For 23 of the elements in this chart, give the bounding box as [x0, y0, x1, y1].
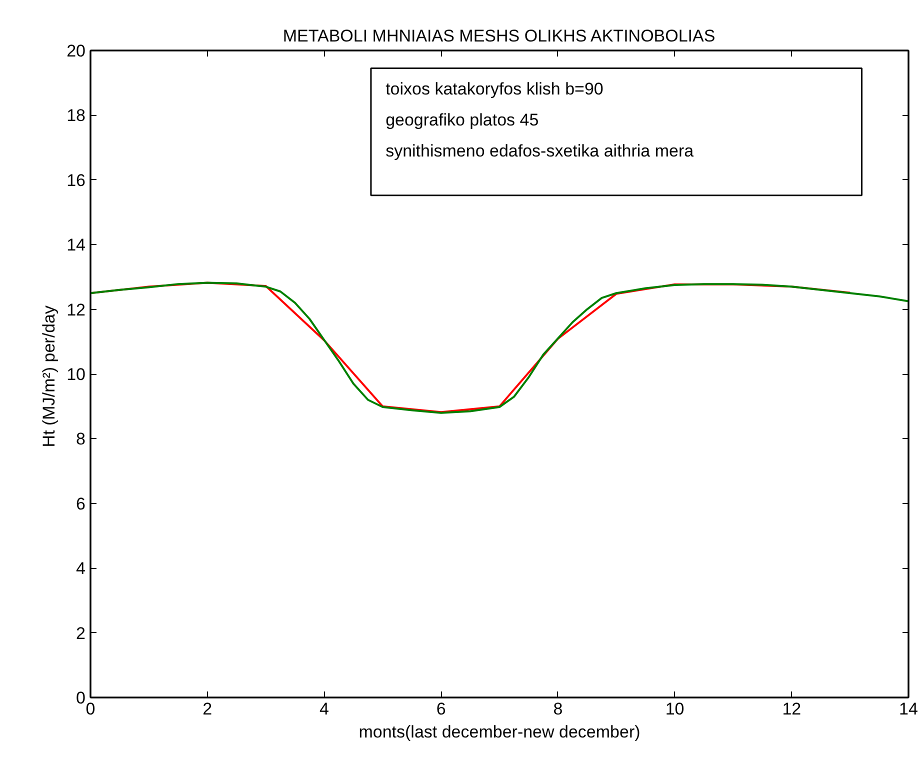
- x-tick-label: 2: [202, 700, 212, 718]
- x-tick-label: 8: [553, 700, 563, 718]
- y-tick-label: 2: [76, 624, 86, 643]
- x-tick-label: 4: [319, 700, 329, 718]
- y-tick-label: 18: [66, 106, 86, 126]
- annotation: toixos katakoryfos klish b=90: [386, 80, 604, 99]
- y-tick-label: 16: [66, 170, 86, 190]
- y-tick-label: 20: [66, 42, 86, 60]
- x-tick-label: 12: [782, 700, 802, 718]
- y-tick-label: 14: [66, 236, 86, 255]
- x-tick-label: 6: [436, 700, 446, 718]
- y-tick-label: 6: [76, 494, 86, 514]
- y-tick-label: 12: [66, 300, 86, 320]
- x-axis-title: monts(last december-new december): [358, 722, 640, 742]
- annotation: geografiko platos 45: [386, 110, 539, 130]
- x-tick-label: 10: [665, 700, 684, 718]
- y-tick-label: 8: [76, 430, 86, 449]
- chart-title: METABOLI MHNIAIAS MESHS OLIKHS AKTINOBOLIAS: [282, 26, 716, 46]
- annotation: synithismeno edafos-sxetika aithria mera: [386, 142, 694, 161]
- y-tick-label: 4: [76, 559, 86, 578]
- y-tick-label: 10: [66, 365, 86, 384]
- x-tick-label: 14: [899, 700, 918, 718]
- y-axis-title: Ht (MJ/m²) per/day: [40, 305, 59, 448]
